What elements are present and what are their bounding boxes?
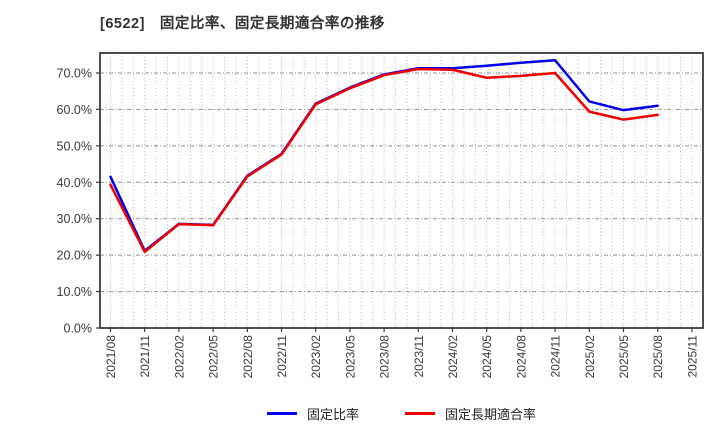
- svg-text:2023/05: 2023/05: [343, 335, 357, 379]
- svg-text:2022/05: 2022/05: [207, 335, 221, 379]
- svg-text:0.0%: 0.0%: [64, 322, 93, 336]
- legend-label-fixed-longterm-ratio: 固定長期適合率: [445, 407, 537, 422]
- svg-text:2022/11: 2022/11: [275, 335, 289, 378]
- svg-text:30.0%: 30.0%: [57, 212, 92, 226]
- svg-text:2024/05: 2024/05: [480, 335, 494, 379]
- svg-text:2022/08: 2022/08: [241, 335, 255, 379]
- plot-frame: [99, 52, 704, 329]
- svg-text:2025/05: 2025/05: [617, 335, 631, 379]
- svg-text:10.0%: 10.0%: [57, 285, 92, 299]
- svg-text:2025/08: 2025/08: [651, 335, 665, 379]
- svg-text:2021/08: 2021/08: [104, 335, 118, 379]
- chart-title: [6522] 固定比率、固定長期適合率の推移: [100, 16, 385, 32]
- svg-text:2024/08: 2024/08: [514, 335, 528, 379]
- svg-text:2021/11: 2021/11: [138, 335, 152, 378]
- x-tick-labels: 2021/08 2021/11 2022/02 2022/05 2022/08 2022/…: [104, 328, 699, 378]
- svg-text:2023/08: 2023/08: [378, 335, 392, 379]
- legend: 固定比率 固定長期適合率: [100, 404, 703, 423]
- series-line-1: [109, 67, 659, 254]
- svg-text:2023/02: 2023/02: [309, 335, 323, 379]
- svg-text:60.0%: 60.0%: [57, 103, 92, 117]
- y-gridlines: [100, 72, 703, 293]
- svg-text:20.0%: 20.0%: [57, 249, 92, 263]
- legend-label-fixed-ratio: 固定比率: [306, 407, 359, 422]
- svg-text:50.0%: 50.0%: [57, 139, 92, 153]
- svg-text:2022/02: 2022/02: [172, 335, 186, 379]
- svg-text:2024/02: 2024/02: [446, 335, 460, 379]
- legend-item-fixed-longterm-ratio: 固定長期適合率: [405, 404, 536, 423]
- legend-line-red-icon: [405, 412, 435, 415]
- svg-text:2025/11: 2025/11: [685, 335, 699, 378]
- svg-text:2024/11: 2024/11: [549, 335, 563, 378]
- svg-text:70.0%: 70.0%: [57, 67, 92, 81]
- y-tick-labels: 0.0% 10.0% 20.0% 30.0% 40.0% 50.0% 60.0% 70.0%: [57, 67, 100, 336]
- legend-item-fixed-ratio: 固定比率: [266, 404, 359, 423]
- svg-text:2025/02: 2025/02: [583, 335, 597, 379]
- x-gridlines: [110, 53, 693, 328]
- svg-text:40.0%: 40.0%: [57, 176, 92, 190]
- legend-line-blue-icon: [266, 412, 297, 415]
- svg-text:2023/11: 2023/11: [412, 335, 426, 378]
